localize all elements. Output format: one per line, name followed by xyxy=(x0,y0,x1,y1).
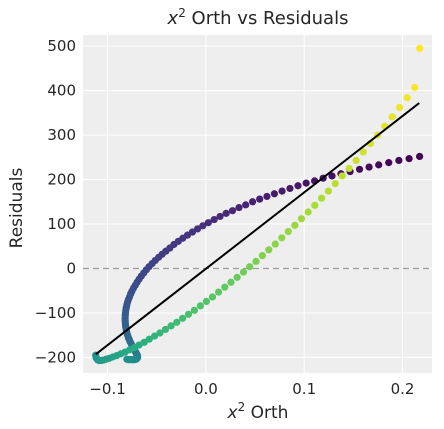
scatter-point xyxy=(256,195,264,203)
scatter-point xyxy=(204,219,212,227)
scatter-point xyxy=(345,164,353,173)
scatter-point xyxy=(150,332,159,340)
scatter-point xyxy=(210,215,218,224)
y-tick-label: 300 xyxy=(47,126,76,144)
scatter-point xyxy=(294,182,302,190)
scatter-point xyxy=(156,329,164,337)
scatter-point xyxy=(214,288,223,296)
x-tick-label: 0.2 xyxy=(391,380,415,398)
scatter-point xyxy=(196,302,204,310)
y-tick-label: 100 xyxy=(47,215,76,233)
scatter-point xyxy=(405,155,413,163)
x-axis-label: x2 Orth xyxy=(227,400,289,423)
y-tick-labels: −200 −100 0 100 200 300 400 500 xyxy=(35,37,76,366)
regression-fit-line xyxy=(95,102,420,356)
scatter-point xyxy=(278,234,286,242)
scatter-point xyxy=(271,240,279,248)
scatter-point xyxy=(178,314,187,322)
scatter-point xyxy=(265,246,273,254)
scatter-point xyxy=(304,208,312,216)
scatter-point xyxy=(123,355,131,363)
plot-area xyxy=(83,35,432,373)
scatter-point xyxy=(221,283,229,291)
scatter-point xyxy=(228,207,237,215)
scatter-point xyxy=(331,179,339,188)
scatter-point xyxy=(286,184,294,193)
scatter-point xyxy=(216,212,224,221)
x-tick-label: −0.1 xyxy=(89,380,125,398)
y-tick-label: −200 xyxy=(35,348,76,366)
scatter-point xyxy=(355,165,364,173)
x-axis-label-sup: 2 xyxy=(238,400,246,414)
scatter-point xyxy=(167,322,175,330)
scatter-point xyxy=(365,163,373,171)
scatter-point xyxy=(388,113,396,121)
grid-lines xyxy=(83,35,432,373)
scatter-point xyxy=(403,94,411,102)
scatter-point xyxy=(352,156,360,165)
scatter-point xyxy=(291,221,299,229)
scatter-point xyxy=(239,268,248,276)
x-tick-label: 0.1 xyxy=(292,380,316,398)
scatter-point xyxy=(258,251,267,260)
scatter-point xyxy=(145,335,153,343)
scatter-point xyxy=(311,201,319,209)
scatter-point xyxy=(324,187,332,195)
scatter-point xyxy=(246,263,254,271)
y-tick-label: 500 xyxy=(47,37,76,55)
x-tick-label: 0.0 xyxy=(194,380,218,398)
chart-title-rest: Orth vs Residuals xyxy=(186,8,349,29)
scatter-point xyxy=(411,83,419,92)
y-tick-label: 200 xyxy=(47,171,76,189)
chart-title-sup: 2 xyxy=(178,6,186,20)
scatter-point xyxy=(278,187,286,195)
y-tick-label: −100 xyxy=(35,304,76,322)
scatter-point xyxy=(317,194,326,202)
scatter-point xyxy=(190,306,198,314)
scatter-point xyxy=(173,318,181,326)
scatter-point xyxy=(199,222,207,230)
scatter-point xyxy=(227,278,235,286)
scatter-point xyxy=(416,44,424,52)
x-axis-label-base: x xyxy=(227,403,239,423)
scatter-point xyxy=(161,325,170,334)
scatter-point xyxy=(416,152,424,161)
scatter-point xyxy=(270,190,279,198)
scatter-point xyxy=(242,201,250,209)
y-axis-label: Residuals xyxy=(7,168,27,249)
y-tick-label: 400 xyxy=(47,82,76,100)
y-tick-label: 0 xyxy=(66,259,76,277)
scatter-point xyxy=(235,203,243,212)
x-axis-label-rest: Orth xyxy=(245,403,288,423)
scatter-point xyxy=(248,198,257,206)
scatter-point xyxy=(284,227,292,236)
scatter-point xyxy=(328,172,336,180)
scatter-point xyxy=(375,161,383,169)
scatter-point xyxy=(359,148,367,156)
scatter-point xyxy=(338,172,346,180)
chart-title-base: x xyxy=(167,8,179,29)
scatter-point xyxy=(233,273,241,281)
scatter-point xyxy=(395,103,404,112)
scatter-point xyxy=(395,156,403,165)
chart-title: x2 Orth vs Residuals xyxy=(167,6,349,29)
scatter-point xyxy=(208,293,217,301)
scatter-point xyxy=(302,179,310,187)
scatter-point xyxy=(184,310,193,318)
scatter-point xyxy=(222,209,230,217)
scatter-point xyxy=(263,192,271,201)
scatter-point xyxy=(297,215,306,223)
scatter-point xyxy=(385,159,393,167)
x-tick-labels: −0.1 0.0 0.1 0.2 xyxy=(89,380,414,398)
scatter-point xyxy=(202,297,210,305)
scatter-points xyxy=(92,44,424,365)
scatter-point xyxy=(252,257,260,265)
